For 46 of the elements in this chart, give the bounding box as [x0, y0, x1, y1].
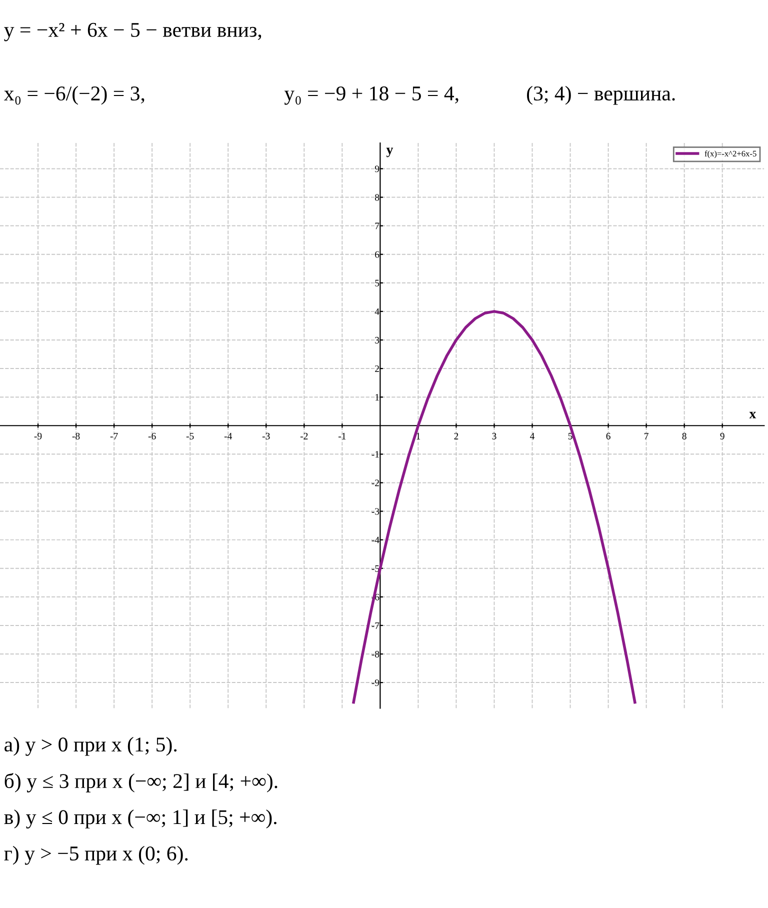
y-tick-label: 1: [375, 394, 379, 400]
y-tick-label: 6: [375, 251, 380, 258]
x-tick-label: -3: [262, 432, 270, 440]
x-tick-label: -6: [148, 432, 156, 440]
x-tick-label: -4: [224, 432, 232, 440]
x-tick-label: -9: [34, 432, 42, 440]
y-tick-label: -8: [372, 650, 380, 658]
y-axis-title: y: [386, 148, 394, 158]
y-tick-label: -3: [372, 508, 380, 515]
line-series: [352, 310, 636, 704]
y-tick-label: 4: [374, 308, 380, 315]
y-tick-label: 3: [375, 336, 380, 344]
text: (3; 4) − вершина.: [526, 86, 675, 105]
y-tick-label: 7: [375, 222, 380, 230]
y-tick-label: -9: [372, 679, 380, 686]
text: г) y > −5 при x (0; 6).: [4, 846, 188, 865]
text: y = −x² + 6x − 5 − ветви вниз,: [4, 22, 262, 42]
y-tick-label: -4: [372, 536, 380, 544]
y-tick-label: -2: [372, 480, 379, 486]
y-tick-label: 5: [375, 280, 380, 286]
x-tick-label: 1: [416, 432, 420, 440]
x-tick-label: -5: [186, 432, 194, 440]
text: x₀ = −6/(−2) = 3,: [4, 86, 144, 105]
x-tick-label: 8: [682, 432, 686, 440]
x-axis-title: x: [749, 412, 756, 418]
x-tick-label: 3: [492, 432, 496, 440]
x-tick-label: 6: [606, 432, 610, 440]
x-tick-label: -8: [72, 432, 80, 440]
x-tick-label: 9: [720, 432, 724, 440]
y-tick-label: 2: [375, 365, 379, 372]
x-tick-label: -1: [338, 432, 346, 440]
text: y₀ = −9 + 18 − 5 = 4,: [284, 86, 458, 105]
text: а) y > 0 при x (1; 5).: [4, 736, 177, 756]
x-tick-label: 4: [530, 432, 535, 440]
text: в) y ≤ 0 при x (−∞; 1] и [5; +∞).: [4, 810, 276, 828]
legend-label: f(x)=-x^2+6x-5: [704, 150, 756, 158]
y-tick-label: -1: [372, 451, 379, 458]
y-tick-label: -7: [372, 622, 380, 629]
y-tick-label: 8: [374, 194, 380, 201]
x-tick-label: 5: [568, 432, 572, 440]
text: б) y ≤ 3 при x (−∞; 2] и [4; +∞).: [4, 772, 278, 792]
x-tick-label: -2: [300, 432, 308, 440]
x-tick-label: -7: [110, 432, 118, 440]
x-tick-label: 7: [644, 432, 648, 440]
x-tick-label: 2: [454, 432, 458, 440]
y-tick-label: 9: [374, 166, 380, 172]
